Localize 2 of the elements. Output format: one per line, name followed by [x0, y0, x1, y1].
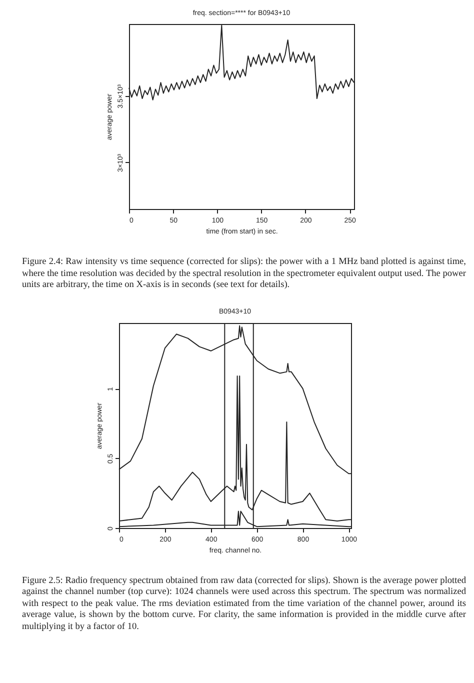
caption: Figure 2.5: Radio frequency spectrum obtained from raw data (corrected for slips). Shown is the average power plotted against the channel number (top curve): 1024 channels were used across this spectrum. The spectrum was normalized with respect to the peak value. The rms deviation estimated from the time variation of the channel power, around its average value, is shown by the bottom curve. For clarity, the same information is provided in the middle curve after multiplying it by a factor of 10. — [22, 576, 466, 633]
caption: Figure 2.4: Raw intensity vs time sequence (corrected for slips): the power with a 1 MHz band plotted is against time, where the time resolution was decided by the spectral resolution in the spectrometer equivalent output used. The power units are arbitrary, the time on X-axis is in seconds (see text for details). — [22, 257, 466, 292]
